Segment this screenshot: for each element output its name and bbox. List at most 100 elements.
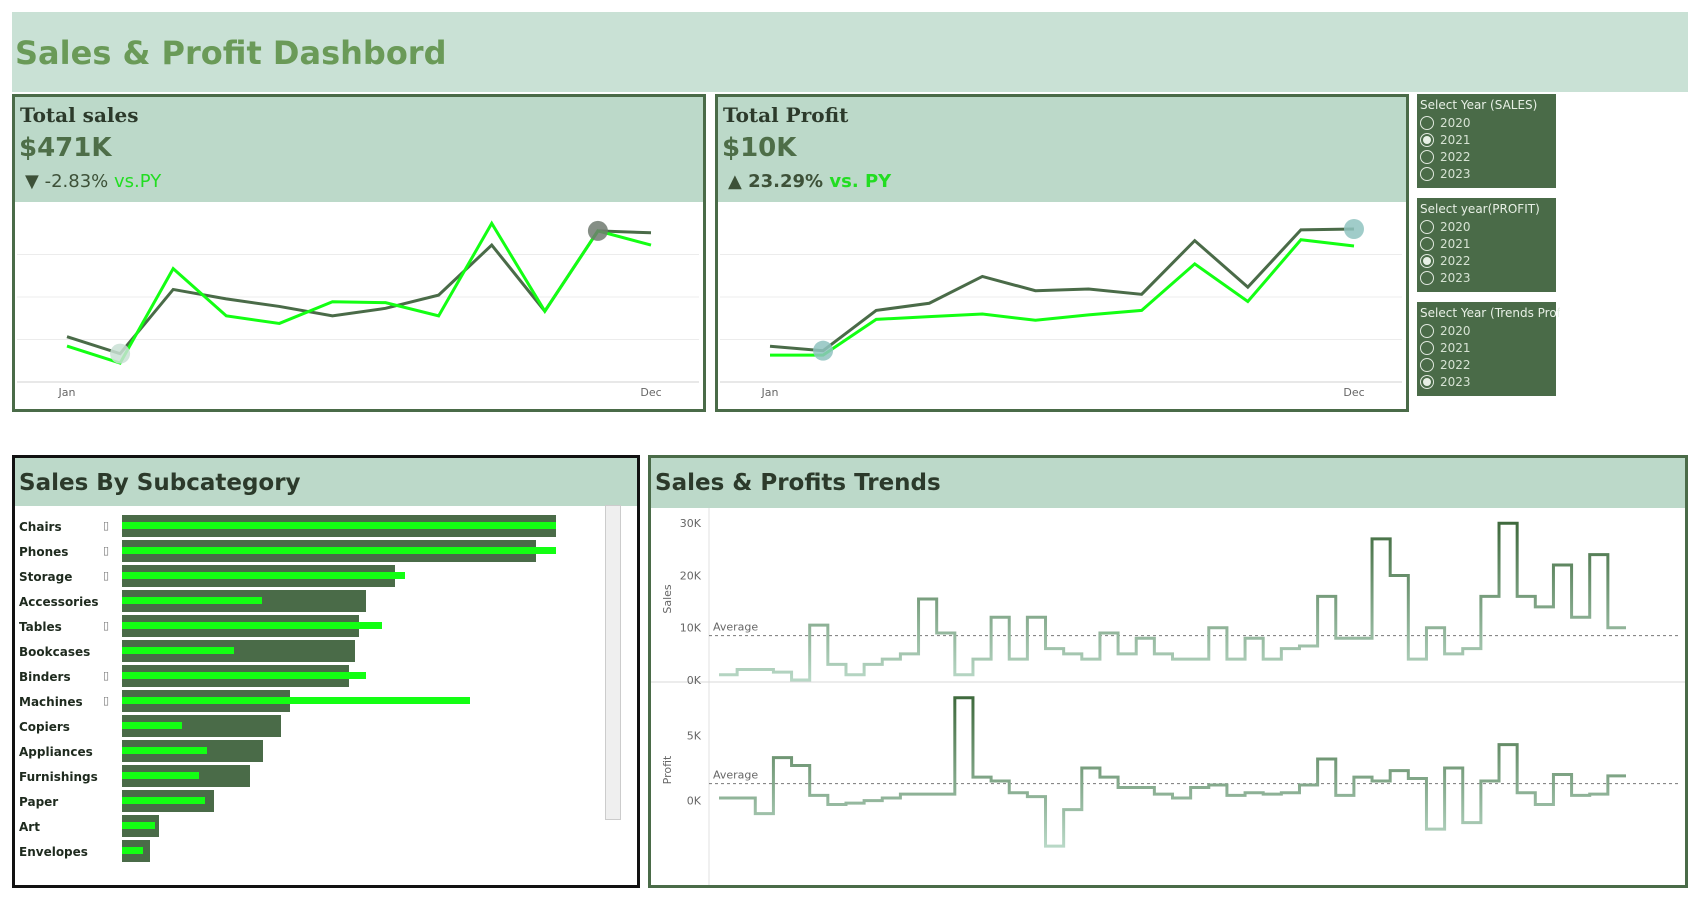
- radio-option[interactable]: 2023: [1420, 165, 1471, 183]
- radio-option[interactable]: 2020: [1420, 322, 1471, 340]
- trends-header: Sales & Profits Trends: [651, 458, 1685, 508]
- radio-icon: [1420, 167, 1434, 181]
- profit-bar[interactable]: [122, 772, 199, 779]
- highlight-point: [1344, 219, 1364, 239]
- highlight-point: [110, 344, 130, 364]
- subcategory-label: Storage: [19, 570, 72, 584]
- profit-bar[interactable]: [122, 672, 366, 679]
- profit-bar[interactable]: [122, 747, 207, 754]
- warning-icon: ▯: [103, 544, 109, 557]
- x-tick-label: Dec: [1343, 386, 1364, 399]
- profit-bar[interactable]: [122, 572, 405, 579]
- warning-icon: ▯: [103, 569, 109, 582]
- subcategory-label: Tables: [19, 620, 62, 634]
- vs-py-label: vs. PY: [829, 171, 891, 192]
- subcategory-label: Bookcases: [19, 645, 90, 659]
- filter-title: Select Year (Trends Prof..: [1420, 306, 1560, 320]
- y-tick-label: 0K: [687, 795, 702, 808]
- subcategory-label: Paper: [19, 795, 58, 809]
- total-sales-delta: ▼ -2.83% vs.PY: [25, 171, 161, 192]
- profit-bar[interactable]: [122, 847, 143, 854]
- profit-bar[interactable]: [122, 697, 470, 704]
- filter-profit-year: Select year(PROFIT) 2020 2021 2022 2023: [1417, 198, 1556, 292]
- total-sales-header: Total sales $471K ▼ -2.83% vs.PY: [15, 97, 703, 202]
- warning-icon: ▯: [103, 669, 109, 682]
- profit-bar[interactable]: [122, 522, 556, 529]
- radio-option[interactable]: 2022: [1420, 148, 1471, 166]
- series-line-0: [67, 231, 651, 354]
- total-sales-title: Total sales: [20, 103, 139, 127]
- down-arrow-icon: ▼: [25, 171, 39, 192]
- radio-option[interactable]: 2021: [1420, 339, 1471, 357]
- total-profit-header: Total Profit $10K ▲ 23.29% vs. PY: [718, 97, 1406, 202]
- vs-py-label: vs.PY: [114, 171, 161, 192]
- radio-icon: [1420, 341, 1434, 355]
- profit-bar[interactable]: [122, 647, 234, 654]
- total-profit-value: $10K: [722, 133, 796, 163]
- radio-option[interactable]: 2022: [1420, 356, 1471, 374]
- total-profit-panel: Total Profit $10K ▲ 23.29% vs. PY Jan Dec: [715, 94, 1409, 412]
- subcategory-bar-chart: Chairs ▯ Phones ▯ Storage ▯ Accessories Tables ▯…: [15, 508, 615, 888]
- filter-title: Select Year (SALES): [1420, 98, 1560, 112]
- subcategory-label: Art: [19, 820, 40, 834]
- radio-option[interactable]: 2020: [1420, 218, 1471, 236]
- radio-icon: [1420, 220, 1434, 234]
- x-tick-label: Jan: [58, 386, 76, 399]
- subcategory-label: Appliances: [19, 745, 93, 759]
- sales-average-label: Average: [713, 621, 758, 634]
- profit-line-chart[interactable]: Jan Dec: [718, 202, 1406, 409]
- sales-profits-trends-panel: Sales & Profits Trends 30K 20K 10K 0K Sales A…: [648, 455, 1688, 888]
- highlight-point: [813, 341, 833, 361]
- total-sales-value: $471K: [19, 133, 112, 163]
- profit-bar[interactable]: [122, 597, 262, 604]
- y-tick-label: 10K: [680, 622, 702, 635]
- radio-option[interactable]: 2022: [1420, 252, 1471, 270]
- profit-bar[interactable]: [122, 622, 382, 629]
- trends-title: Sales & Profits Trends: [655, 470, 941, 496]
- page-title: Sales & Profit Dashbord: [15, 34, 446, 72]
- vertical-scrollbar[interactable]: [605, 505, 621, 820]
- subcategory-label: Machines: [19, 695, 83, 709]
- radio-icon: [1420, 324, 1434, 338]
- filter-title: Select year(PROFIT): [1420, 202, 1560, 216]
- radio-selected-icon: [1420, 375, 1434, 389]
- y-tick-label: 0K: [687, 674, 702, 687]
- x-tick-label: Dec: [640, 386, 661, 399]
- radio-option[interactable]: 2023: [1420, 269, 1471, 287]
- sales-step-line: [719, 523, 1626, 680]
- trends-step-chart[interactable]: 30K 20K 10K 0K Sales Average 5K 0K Profit Average: [651, 508, 1685, 885]
- radio-option[interactable]: 2021: [1420, 131, 1471, 149]
- delta-value: -2.83%: [45, 171, 109, 192]
- subcategory-label: Envelopes: [19, 845, 88, 859]
- sales-line-chart[interactable]: Jan Dec: [15, 202, 703, 409]
- profit-bar[interactable]: [122, 722, 182, 729]
- series-line-1: [67, 223, 651, 363]
- subcategory-label: Copiers: [19, 720, 70, 734]
- warning-icon: ▯: [103, 619, 109, 632]
- delta-value: 23.29%: [748, 171, 823, 192]
- radio-option[interactable]: 2021: [1420, 235, 1471, 253]
- warning-icon: ▯: [103, 519, 109, 532]
- highlight-point: [588, 221, 608, 241]
- radio-option[interactable]: 2023: [1420, 373, 1471, 391]
- profit-average-label: Average: [713, 769, 758, 782]
- profit-bar[interactable]: [122, 822, 155, 829]
- radio-icon: [1420, 358, 1434, 372]
- radio-icon: [1420, 237, 1434, 251]
- radio-icon: [1420, 150, 1434, 164]
- sales-axis-label: Sales: [661, 584, 674, 614]
- profit-bar[interactable]: [122, 547, 556, 554]
- filter-sales-year: Select Year (SALES) 2020 2021 2022 2023: [1417, 94, 1556, 188]
- profit-step-line: [719, 698, 1626, 846]
- subcategory-label: Accessories: [19, 595, 99, 609]
- sales-by-subcategory-panel: Sales By Subcategory Chairs ▯ Phones ▯ Stora…: [12, 455, 640, 888]
- subcategory-label: Chairs: [19, 520, 62, 534]
- profit-axis-label: Profit: [661, 755, 674, 784]
- radio-selected-icon: [1420, 133, 1434, 147]
- radio-icon: [1420, 116, 1434, 130]
- subcategory-title: Sales By Subcategory: [19, 470, 301, 496]
- radio-option[interactable]: 2020: [1420, 114, 1471, 132]
- y-tick-label: 20K: [680, 569, 702, 582]
- filter-trends-year: Select Year (Trends Prof.. 2020 2021 202…: [1417, 302, 1556, 396]
- profit-bar[interactable]: [122, 797, 205, 804]
